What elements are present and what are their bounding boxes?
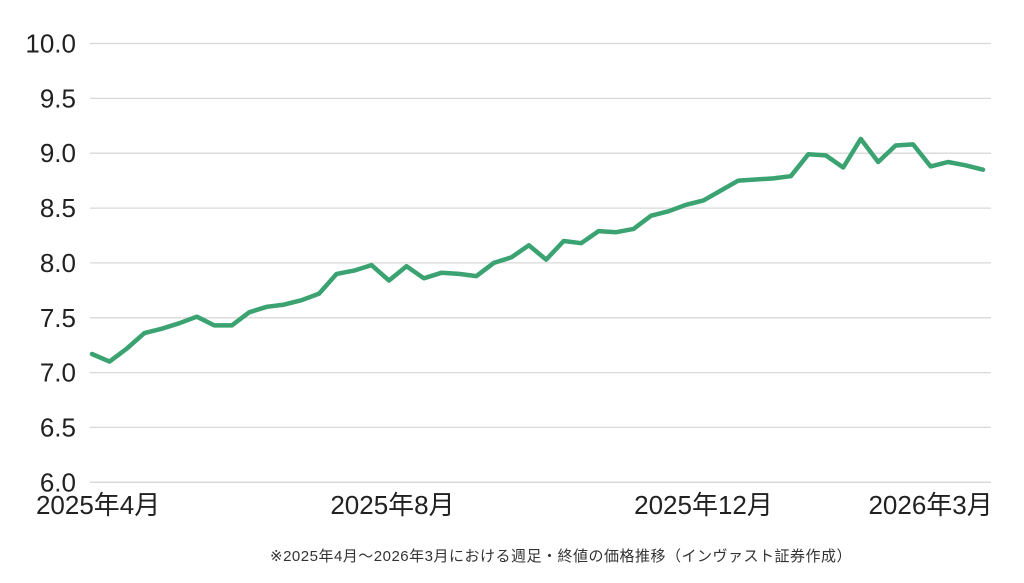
price-line-chart: 6.0 6.5 7.0 7.5 8.0 8.5 9.0 9.5 10.0 2025年4月 2025年… [25, 29, 992, 521]
price-line-series [89, 136, 986, 364]
y-axis-tick-label: 9.0 [40, 138, 76, 168]
y-axis-tick-label: 8.0 [40, 248, 76, 278]
y-axis-tick-label: 9.5 [40, 83, 76, 113]
y-axis-tick-label: 6.5 [40, 412, 76, 442]
y-axis-tick-label: 6.0 [40, 467, 76, 497]
x-axis-tick-label: 2025年4月 [36, 490, 160, 520]
y-axis-tick-label: 7.5 [40, 303, 76, 333]
x-axis-tick-label: 2025年8月 [330, 490, 454, 520]
y-axis-tick-label: 7.0 [40, 358, 76, 388]
y-axis-tick-label: 8.5 [40, 193, 76, 223]
y-axis-tick-label: 10.0 [25, 29, 76, 59]
x-axis-tick-label: 2026年3月 [868, 490, 992, 520]
x-axis-tick-label: 2025年12月 [634, 490, 773, 520]
chart-caption: ※2025年4月～2026年3月における週足・終値の価格推移（インヴァスト証券作… [270, 548, 852, 565]
